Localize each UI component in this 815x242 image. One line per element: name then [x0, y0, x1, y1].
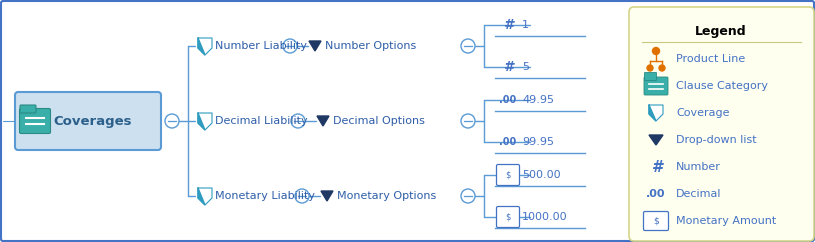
Text: $: $ [505, 212, 511, 221]
Text: 500.00: 500.00 [522, 170, 561, 180]
Text: $: $ [653, 217, 659, 226]
Text: .00: .00 [500, 137, 517, 147]
Text: 1000.00: 1000.00 [522, 212, 567, 222]
FancyBboxPatch shape [20, 105, 36, 113]
Text: Product Line: Product Line [676, 54, 745, 64]
Polygon shape [198, 113, 205, 130]
Text: Monetary Liability: Monetary Liability [215, 191, 315, 201]
Text: Decimal Liability: Decimal Liability [215, 116, 307, 126]
Text: Number: Number [676, 162, 721, 172]
Text: Coverages: Coverages [53, 114, 131, 128]
Polygon shape [198, 188, 212, 205]
Polygon shape [198, 38, 205, 55]
FancyBboxPatch shape [15, 92, 161, 150]
FancyBboxPatch shape [644, 212, 668, 230]
Polygon shape [198, 113, 212, 130]
Text: 49.95: 49.95 [522, 95, 554, 105]
FancyBboxPatch shape [644, 77, 668, 95]
FancyBboxPatch shape [20, 108, 51, 134]
FancyBboxPatch shape [496, 206, 519, 227]
Text: Drop-down list: Drop-down list [676, 135, 756, 145]
Text: Number Liability: Number Liability [215, 41, 307, 51]
Text: Decimal: Decimal [676, 189, 721, 199]
FancyBboxPatch shape [645, 73, 657, 81]
Text: .00: .00 [646, 189, 666, 199]
Text: .00: .00 [500, 95, 517, 105]
Polygon shape [198, 188, 205, 205]
FancyBboxPatch shape [496, 165, 519, 186]
Text: Monetary Options: Monetary Options [337, 191, 436, 201]
Text: 1: 1 [522, 20, 529, 30]
Text: #: # [503, 18, 513, 32]
Polygon shape [649, 105, 656, 121]
Polygon shape [649, 105, 663, 121]
FancyBboxPatch shape [629, 7, 814, 241]
Text: #: # [650, 159, 661, 174]
Text: Clause Category: Clause Category [676, 81, 768, 91]
Text: #: # [503, 60, 513, 74]
Text: Number Options: Number Options [325, 41, 416, 51]
Text: Monetary Amount: Monetary Amount [676, 216, 776, 226]
Text: 5: 5 [522, 62, 529, 72]
Text: Coverage: Coverage [676, 108, 729, 118]
Polygon shape [198, 38, 212, 55]
Text: 99.95: 99.95 [522, 137, 554, 147]
Polygon shape [321, 191, 333, 201]
Text: Decimal Options: Decimal Options [333, 116, 425, 126]
Circle shape [647, 65, 653, 71]
Circle shape [659, 65, 665, 71]
Polygon shape [309, 41, 321, 51]
Polygon shape [649, 135, 663, 145]
Text: $: $ [505, 171, 511, 180]
Text: Legend: Legend [695, 25, 747, 38]
Circle shape [653, 47, 659, 54]
Polygon shape [317, 116, 329, 126]
